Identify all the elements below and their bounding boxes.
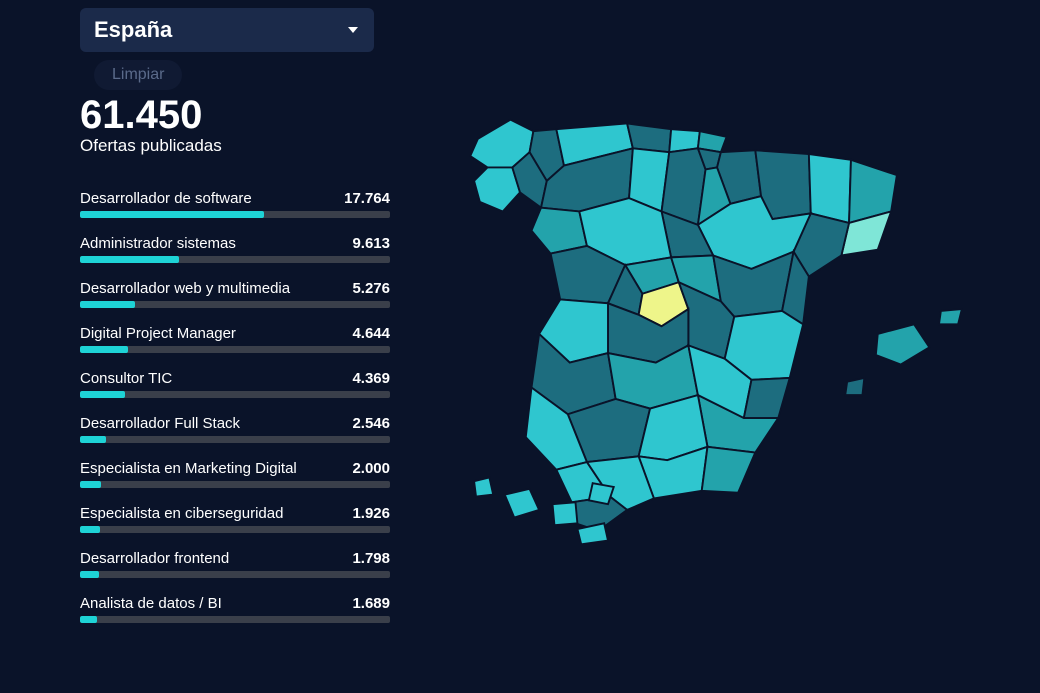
category-bar-row[interactable]: Desarrollador de software 17.764 [80, 190, 390, 218]
category-bar-list: Desarrollador de software 17.764 Administr… [80, 190, 390, 623]
bar-fill [80, 391, 125, 398]
bar-track [80, 211, 390, 218]
bar-track [80, 346, 390, 353]
province-grancanaria[interactable] [553, 502, 578, 525]
category-value: 4.369 [352, 370, 390, 387]
bar-fill [80, 301, 135, 308]
category-name: Desarrollador Full Stack [80, 415, 240, 432]
bar-fill [80, 526, 100, 533]
category-bar-row[interactable]: Digital Project Manager 4.644 [80, 325, 390, 353]
category-value: 2.000 [352, 460, 390, 477]
category-name: Administrador sistemas [80, 235, 236, 252]
province-almer-a[interactable] [702, 447, 756, 493]
province-menorca[interactable] [939, 309, 962, 324]
province-ibiza[interactable] [845, 378, 864, 395]
province-lanzarote[interactable] [589, 483, 614, 504]
bar-fill [80, 616, 97, 623]
bar-track [80, 616, 390, 623]
category-bar-row[interactable]: Especialista en ciberseguridad 1.926 [80, 505, 390, 533]
bar-track [80, 301, 390, 308]
region-dropdown[interactable]: España [80, 8, 374, 52]
category-bar-row[interactable]: Administrador sistemas 9.613 [80, 235, 390, 263]
category-name: Desarrollador web y multimedia [80, 280, 290, 297]
chevron-down-icon [348, 27, 358, 33]
bar-fill [80, 346, 128, 353]
province-mallorca[interactable] [876, 324, 930, 364]
spain-map[interactable] [454, 112, 982, 552]
category-bar-row[interactable]: Desarrollador frontend 1.798 [80, 550, 390, 578]
category-value: 5.276 [352, 280, 390, 297]
category-value: 17.764 [344, 190, 390, 207]
category-value: 2.546 [352, 415, 390, 432]
category-value: 1.689 [352, 595, 390, 612]
bar-track [80, 571, 390, 578]
province-alicante[interactable] [744, 378, 790, 418]
bar-fill [80, 256, 179, 263]
province-zamora[interactable] [531, 208, 586, 254]
total-offers-value: 61.450 [80, 94, 390, 136]
total-offers-label: Ofertas publicadas [80, 136, 390, 156]
category-name: Especialista en Marketing Digital [80, 460, 297, 477]
clear-button[interactable]: Limpiar [94, 60, 182, 90]
bar-fill [80, 481, 101, 488]
province-lleida[interactable] [809, 154, 851, 223]
bar-track [80, 256, 390, 263]
category-name: Consultor TIC [80, 370, 172, 387]
bar-fill [80, 436, 106, 443]
bar-fill [80, 571, 99, 578]
province-pontevedra[interactable] [474, 167, 520, 211]
category-value: 4.644 [352, 325, 390, 342]
bar-track [80, 526, 390, 533]
category-bar-row[interactable]: Analista de datos / BI 1.689 [80, 595, 390, 623]
category-bar-row[interactable]: Desarrollador web y multimedia 5.276 [80, 280, 390, 308]
category-value: 1.798 [352, 550, 390, 567]
bar-fill [80, 211, 264, 218]
category-bar-row[interactable]: Desarrollador Full Stack 2.546 [80, 415, 390, 443]
bar-track [80, 391, 390, 398]
category-bar-row[interactable]: Consultor TIC 4.369 [80, 370, 390, 398]
category-value: 9.613 [352, 235, 390, 252]
province-tenerife[interactable] [505, 489, 539, 518]
category-name: Desarrollador de software [80, 190, 252, 207]
category-bar-row[interactable]: Especialista en Marketing Digital 2.000 [80, 460, 390, 488]
category-name: Digital Project Manager [80, 325, 236, 342]
region-dropdown-label: España [94, 17, 172, 43]
category-value: 1.926 [352, 505, 390, 522]
bar-track [80, 436, 390, 443]
category-name: Analista de datos / BI [80, 595, 222, 612]
category-name: Especialista en ciberseguridad [80, 505, 283, 522]
category-name: Desarrollador frontend [80, 550, 229, 567]
province-lapalma[interactable] [474, 477, 493, 496]
bar-track [80, 481, 390, 488]
